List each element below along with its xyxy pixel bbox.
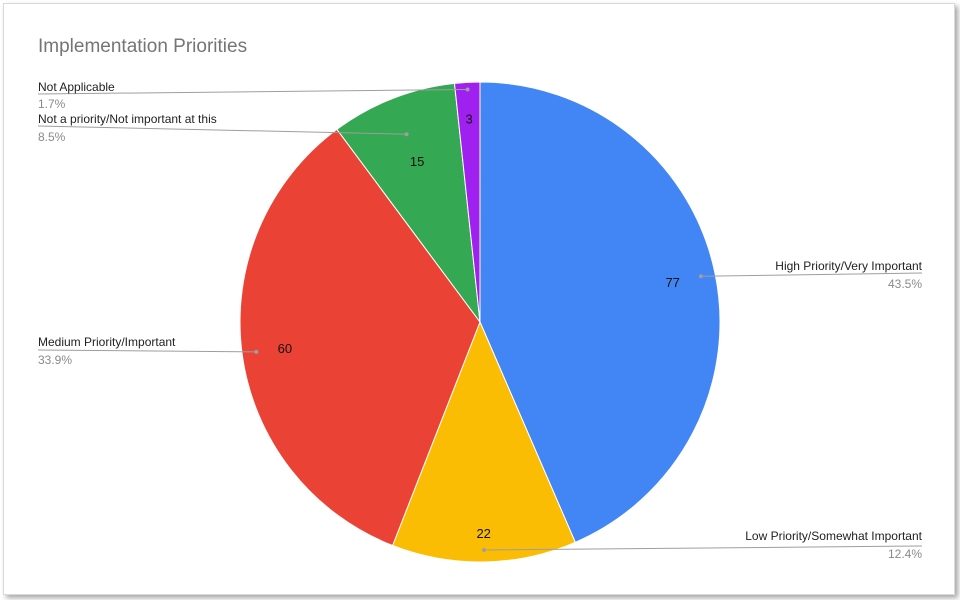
slice-percent-low-priority-somewhat-important: 12.4% [888, 547, 922, 561]
pie-slice-not-a-priority-not-important-at-this [336, 82, 481, 324]
leader-dot-not-a-priority-not-important-at-this [404, 132, 409, 137]
slice-label-not-a-priority-not-important-at-this: Not a priority/Not important at this [38, 112, 217, 126]
pie-slice-high-priority-very-important [479, 81, 721, 543]
leader-dot-low-priority-somewhat-important [482, 548, 486, 552]
leader-dot-medium-priority-important [254, 349, 259, 354]
slice-label-high-priority-very-important: High Priority/Very Important [775, 259, 922, 273]
leader-line-not-applicable [37, 89, 468, 95]
slice-label-low-priority-somewhat-important: Low Priority/Somewhat Important [745, 529, 922, 543]
leader-line-high-priority-very-important [700, 272, 923, 277]
slice-value-not-a-priority-not-important-at-this: 15 [410, 154, 424, 169]
slice-percent-medium-priority-important: 33.9% [38, 353, 72, 367]
pie-slice-low-priority-somewhat-important [391, 320, 576, 563]
leader-dot-not-applicable [465, 87, 470, 92]
pie-slice-medium-priority-important [239, 128, 481, 547]
leader-line-medium-priority-important [37, 349, 257, 353]
leader-line-low-priority-somewhat-important [483, 545, 923, 551]
leader-dot-high-priority-very-important [698, 274, 703, 279]
slice-percent-not-a-priority-not-important-at-this: 8.5% [38, 130, 66, 144]
slice-value-low-priority-somewhat-important: 22 [476, 526, 490, 541]
pie-slice-not-applicable [453, 81, 481, 323]
slice-label-medium-priority-important: Medium Priority/Important [38, 335, 176, 349]
slice-value-high-priority-very-important: 77 [665, 275, 679, 290]
leader-line-not-a-priority-not-important-at-this [37, 125, 407, 135]
slice-value-not-applicable: 3 [465, 111, 472, 126]
slice-percent-not-applicable: 1.7% [38, 97, 66, 111]
slice-label-not-applicable: Not Applicable [38, 80, 115, 94]
chart-title: Implementation Priorities [38, 36, 248, 57]
slice-percent-high-priority-very-important: 43.5% [888, 277, 922, 291]
slice-value-medium-priority-important: 60 [278, 341, 292, 356]
